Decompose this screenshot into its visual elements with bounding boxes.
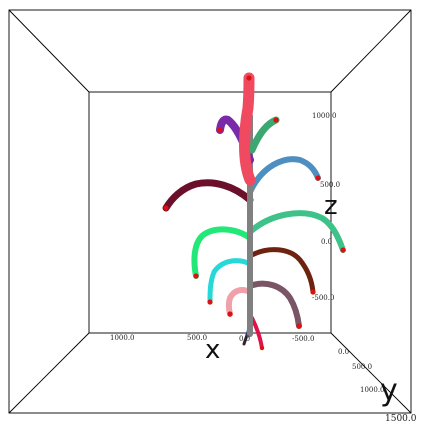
tip-red-top <box>246 75 252 81</box>
tip-pink <box>227 311 233 317</box>
tip-brown <box>310 289 316 295</box>
tick-x-0: 0.0 <box>239 335 250 343</box>
corner-line-tr <box>330 9 412 93</box>
tip-mauve <box>296 323 302 329</box>
leaf-tip-markers <box>163 75 346 351</box>
tick-z-1000: 1000.0 <box>312 112 337 120</box>
leaf-maroon <box>162 179 254 212</box>
tick-labels: 1000.0 500.0 0.0 -500.0 1000.0 500.0 0.0… <box>110 112 417 422</box>
leaf-cyan <box>207 258 253 305</box>
tick-y-0: 0.0 <box>338 348 349 356</box>
tip-crimson <box>259 345 265 351</box>
leaf-pink <box>225 287 253 317</box>
leaf-teal-right <box>247 210 346 253</box>
leaf-blue <box>247 156 321 195</box>
inner-frame <box>88 91 332 334</box>
tick-x-neg500: -500.0 <box>292 335 314 343</box>
leaf-crimson <box>250 316 264 350</box>
leaf-mauve <box>247 280 302 329</box>
axis-letters: z x y <box>205 191 398 408</box>
axis-letter-z: z <box>324 191 338 221</box>
tick-z-neg500: -500.0 <box>312 294 334 302</box>
tick-y-500: 500.0 <box>352 363 372 371</box>
axis-letter-x: x <box>205 335 220 365</box>
corner-line-bl <box>8 332 90 414</box>
tick-y-1500: 1500.0 <box>385 414 417 422</box>
leaf-green-top <box>248 116 280 154</box>
tip-teal-right <box>340 247 346 253</box>
tick-z-0: 0.0 <box>321 238 332 246</box>
axis-letter-y: y <box>380 373 398 408</box>
outer-frame <box>8 9 412 414</box>
perspective-box <box>8 9 412 414</box>
tick-x-1000: 1000.0 <box>110 334 135 342</box>
corner-line-tl <box>8 9 90 93</box>
tip-blue <box>315 175 321 181</box>
plant-model <box>162 72 346 350</box>
tick-x-500: 500.0 <box>187 334 207 342</box>
tip-cyan <box>207 299 213 305</box>
tick-y-1000: 1000.0 <box>360 386 385 394</box>
corner-line-br <box>330 332 412 414</box>
tip-purple <box>217 127 223 133</box>
leaf-brown <box>247 247 316 295</box>
tip-green-top <box>273 117 279 123</box>
tick-z-500: 500.0 <box>320 181 340 189</box>
tip-green-left <box>193 273 199 279</box>
leaf-red-top <box>239 72 256 186</box>
leaf-green-left <box>191 226 253 279</box>
tip-maroon <box>163 205 169 211</box>
